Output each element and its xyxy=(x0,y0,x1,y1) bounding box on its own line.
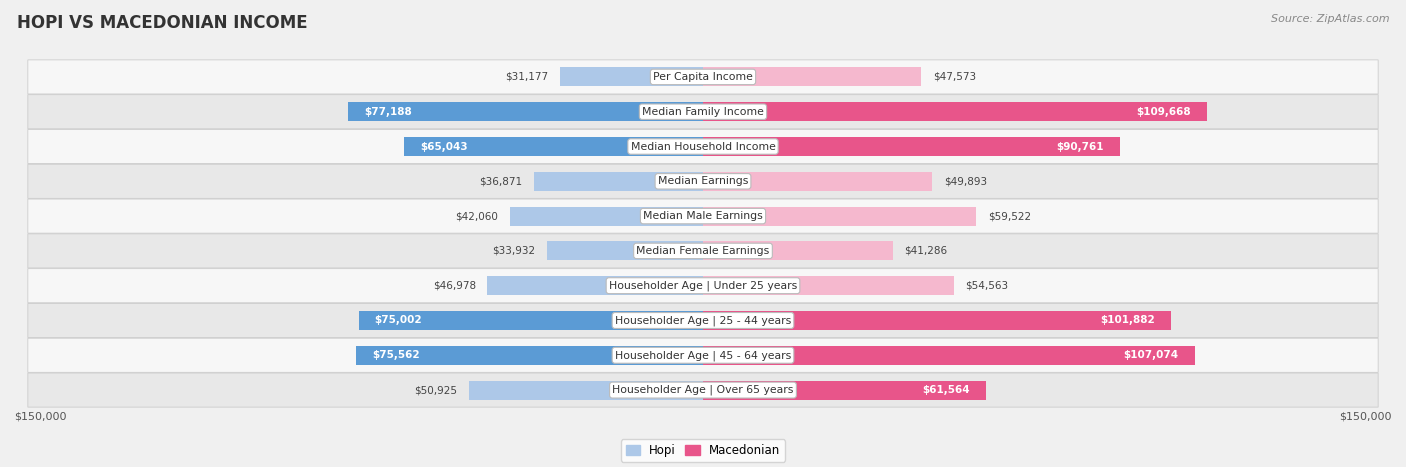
FancyBboxPatch shape xyxy=(28,129,1378,163)
Text: $150,000: $150,000 xyxy=(1340,411,1392,422)
Text: Median Household Income: Median Household Income xyxy=(630,142,776,151)
Text: Per Capita Income: Per Capita Income xyxy=(652,72,754,82)
Bar xyxy=(703,172,932,191)
Text: $41,286: $41,286 xyxy=(904,246,948,256)
FancyBboxPatch shape xyxy=(28,60,1378,94)
Text: $33,932: $33,932 xyxy=(492,246,536,256)
Text: $77,188: $77,188 xyxy=(364,107,412,117)
Bar xyxy=(560,67,703,86)
FancyBboxPatch shape xyxy=(28,269,1378,303)
Bar xyxy=(703,137,1119,156)
Bar xyxy=(547,241,703,261)
Legend: Hopi, Macedonian: Hopi, Macedonian xyxy=(621,439,785,462)
Text: $46,978: $46,978 xyxy=(433,281,475,290)
FancyBboxPatch shape xyxy=(28,338,1378,372)
Text: Median Family Income: Median Family Income xyxy=(643,107,763,117)
Text: $54,563: $54,563 xyxy=(965,281,1008,290)
Text: Householder Age | 25 - 44 years: Householder Age | 25 - 44 years xyxy=(614,315,792,326)
Text: $90,761: $90,761 xyxy=(1056,142,1104,151)
Text: $61,564: $61,564 xyxy=(922,385,970,395)
Bar xyxy=(510,206,703,226)
Text: $65,043: $65,043 xyxy=(420,142,468,151)
Bar xyxy=(534,172,703,191)
Text: $47,573: $47,573 xyxy=(934,72,976,82)
Text: $36,871: $36,871 xyxy=(479,177,522,186)
Text: Median Earnings: Median Earnings xyxy=(658,177,748,186)
Bar xyxy=(703,102,1206,121)
Text: $50,925: $50,925 xyxy=(415,385,457,395)
Bar xyxy=(356,346,703,365)
Text: Median Female Earnings: Median Female Earnings xyxy=(637,246,769,256)
FancyBboxPatch shape xyxy=(28,199,1378,233)
Bar xyxy=(703,67,921,86)
FancyBboxPatch shape xyxy=(28,304,1378,338)
Bar xyxy=(703,276,953,295)
Text: $75,562: $75,562 xyxy=(373,350,419,360)
Bar xyxy=(703,241,893,261)
Text: $150,000: $150,000 xyxy=(14,411,66,422)
Text: $49,893: $49,893 xyxy=(943,177,987,186)
Text: $31,177: $31,177 xyxy=(505,72,548,82)
Bar xyxy=(703,206,976,226)
Text: $109,668: $109,668 xyxy=(1136,107,1191,117)
Bar xyxy=(488,276,703,295)
Text: Householder Age | Over 65 years: Householder Age | Over 65 years xyxy=(612,385,794,396)
FancyBboxPatch shape xyxy=(28,234,1378,268)
Text: $101,882: $101,882 xyxy=(1099,316,1154,325)
Text: Householder Age | Under 25 years: Householder Age | Under 25 years xyxy=(609,281,797,291)
Bar xyxy=(470,381,703,400)
Text: $75,002: $75,002 xyxy=(374,316,422,325)
Text: $42,060: $42,060 xyxy=(456,211,498,221)
Text: $107,074: $107,074 xyxy=(1123,350,1178,360)
Text: Source: ZipAtlas.com: Source: ZipAtlas.com xyxy=(1271,14,1389,24)
Bar xyxy=(359,311,703,330)
FancyBboxPatch shape xyxy=(28,95,1378,129)
Text: HOPI VS MACEDONIAN INCOME: HOPI VS MACEDONIAN INCOME xyxy=(17,14,308,32)
Bar xyxy=(405,137,703,156)
Text: Median Male Earnings: Median Male Earnings xyxy=(643,211,763,221)
Text: $59,522: $59,522 xyxy=(988,211,1031,221)
Bar xyxy=(703,346,1195,365)
Bar xyxy=(703,381,986,400)
Bar xyxy=(349,102,703,121)
FancyBboxPatch shape xyxy=(28,164,1378,198)
Bar xyxy=(703,311,1171,330)
Text: Householder Age | 45 - 64 years: Householder Age | 45 - 64 years xyxy=(614,350,792,361)
FancyBboxPatch shape xyxy=(28,373,1378,407)
